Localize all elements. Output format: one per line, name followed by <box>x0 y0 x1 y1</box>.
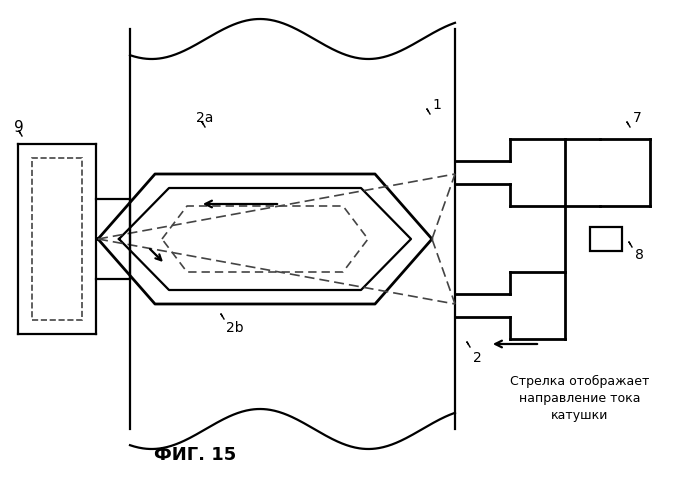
Text: 9: 9 <box>14 120 24 135</box>
Text: 8: 8 <box>635 247 644 262</box>
Text: 2b: 2b <box>226 320 244 334</box>
Text: 1: 1 <box>432 98 441 112</box>
Text: 2: 2 <box>473 350 482 364</box>
Text: 2a: 2a <box>196 111 213 125</box>
Text: ФИГ. 15: ФИГ. 15 <box>154 445 236 463</box>
Text: 7: 7 <box>633 111 642 125</box>
Bar <box>590 227 622 251</box>
Bar <box>32 159 82 320</box>
Text: Стрелка отображает
направление тока
катушки: Стрелка отображает направление тока кату… <box>510 374 649 421</box>
